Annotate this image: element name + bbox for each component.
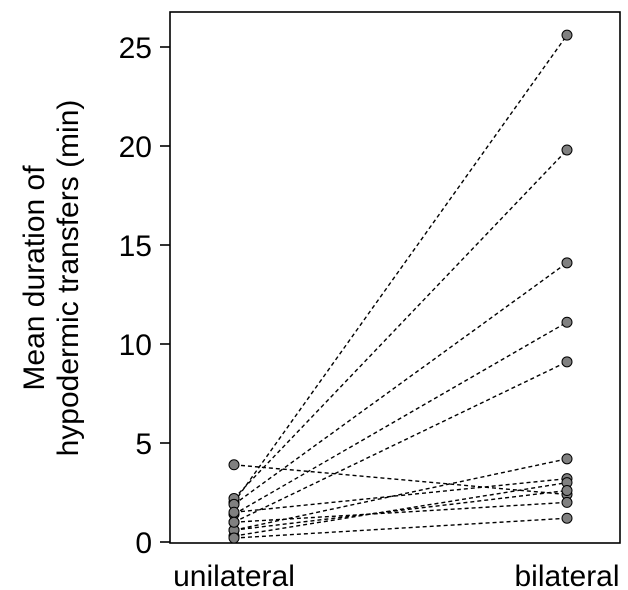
y-axis-label-line-1: Mean duration of [18, 165, 51, 391]
x-category-label: unilateral [173, 560, 295, 590]
bilateral-point [561, 512, 573, 524]
y-tick-label: 15 [119, 230, 152, 263]
bilateral-point [561, 144, 573, 156]
unilateral-point [228, 459, 240, 471]
pair-line [233, 361, 568, 523]
bilateral-point [561, 356, 573, 368]
unilateral-point [228, 506, 240, 518]
pair-line [233, 321, 568, 515]
pair-line [233, 501, 568, 523]
x-axis: unilateral bilateral [173, 560, 619, 590]
unilateral-point [228, 532, 240, 544]
plot-frame [169, 11, 621, 544]
y-axis: 0 5 10 15 20 25 [119, 32, 170, 560]
pair-line [233, 489, 568, 531]
bilateral-point [561, 257, 573, 269]
y-tick-label: 0 [135, 527, 152, 560]
data-points [228, 29, 573, 544]
bilateral-point [561, 496, 573, 508]
pair-lines [233, 34, 568, 539]
bilateral-point [561, 316, 573, 328]
y-tick-label: 5 [135, 428, 152, 461]
y-tick-label: 25 [119, 32, 152, 65]
pair-line [233, 262, 568, 505]
pair-line [233, 481, 568, 537]
bilateral-point [561, 29, 573, 41]
pair-line [233, 149, 568, 499]
pair-line [233, 34, 568, 503]
x-category-label: bilateral [514, 560, 619, 590]
unilateral-point [228, 516, 240, 528]
pair-line [233, 477, 568, 513]
y-axis-label-line-2: hypodermic transfers (min) [52, 100, 85, 457]
y-tick-label: 20 [119, 131, 152, 164]
pair-line [233, 458, 568, 531]
bilateral-point [561, 485, 573, 497]
y-tick-label: 10 [119, 329, 152, 362]
bilateral-point [561, 453, 573, 465]
